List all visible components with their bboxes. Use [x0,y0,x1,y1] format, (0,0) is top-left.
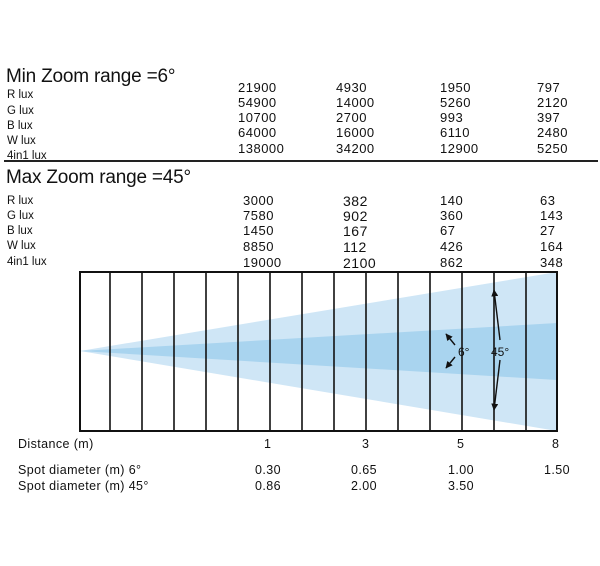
min-zoom-row-label: B lux [7,120,33,132]
min-zoom-value: 21900 [238,80,277,95]
spot45-value: 2.00 [351,479,377,493]
wide-angle-arrow-down [491,359,501,411]
min-zoom-value: 1950 [440,80,471,95]
min-zoom-value: 5260 [440,95,471,110]
min-zoom-row-label: G lux [7,105,34,117]
wide-angle-arrow-up [491,289,501,341]
max-zoom-value: 164 [540,239,564,254]
min-zoom-value: 2480 [537,125,568,140]
max-zoom-value: 348 [540,255,564,270]
distance-value: 3 [362,437,370,451]
min-zoom-row-label: W lux [7,135,36,147]
max-zoom-value: 140 [440,193,464,208]
min-zoom-value: 16000 [336,125,375,140]
distance-value: 8 [552,437,560,451]
narrow-beam-cone [80,323,557,380]
min-zoom-value: 34200 [336,141,375,156]
spot6-value: 0.65 [351,463,377,477]
max-zoom-value: 426 [440,239,464,254]
min-zoom-value: 2700 [336,110,367,125]
min-zoom-value: 64000 [238,125,277,140]
min-zoom-value: 14000 [336,95,375,110]
min-zoom-value: 797 [537,80,561,95]
max-zoom-value: 382 [343,193,368,209]
min-zoom-value: 4930 [336,80,367,95]
section-divider [4,160,598,162]
max-zoom-row-label: 4in1 lux [7,256,47,268]
min-zoom-value: 54900 [238,95,277,110]
max-zoom-value: 862 [440,255,464,270]
max-zoom-value: 19000 [243,255,282,270]
spot6-value: 1.50 [544,463,570,477]
max-zoom-value: 67 [440,223,456,238]
wide-angle-label: 45° [491,345,509,359]
spot45-label: Spot diameter (m) 45° [18,479,149,493]
narrow-angle-label: 6° [458,345,470,359]
distance-label: Distance (m) [18,437,94,451]
min-zoom-value: 993 [440,110,464,125]
spot6-label: Spot diameter (m) 6° [18,463,142,477]
spot45-value: 0.86 [255,479,281,493]
max-zoom-value: 360 [440,208,464,223]
max-zoom-value: 1450 [243,223,274,238]
spot45-value: 3.50 [448,479,474,493]
max-zoom-value: 167 [343,223,368,239]
spot6-value: 0.30 [255,463,281,477]
narrow-angle-arrow-up [445,333,456,346]
narrow-angle-arrow-down [445,356,456,369]
max-zoom-row-label: R lux [7,195,34,207]
max-zoom-value: 3000 [243,193,274,208]
min-zoom-value: 10700 [238,110,277,125]
max-zoom-title: Max Zoom range =45° [6,167,191,188]
min-zoom-value: 6110 [440,125,470,140]
min-zoom-value: 397 [537,110,561,125]
min-zoom-row-label: R lux [7,89,34,101]
max-zoom-value: 143 [540,208,564,223]
max-zoom-row-label: W lux [7,240,36,252]
min-zoom-title: Min Zoom range =6° [6,66,176,87]
min-zoom-value: 138000 [238,141,285,156]
max-zoom-value: 2100 [343,255,377,271]
min-zoom-value: 12900 [440,141,479,156]
max-zoom-value: 112 [343,239,367,255]
spot6-value: 1.00 [448,463,474,477]
distance-value: 5 [457,437,465,451]
max-zoom-row-label: G lux [7,210,34,222]
min-zoom-value: 2120 [537,95,568,110]
diagram-frame [79,271,558,432]
max-zoom-value: 7580 [243,208,274,223]
max-zoom-value: 902 [343,208,368,224]
max-zoom-value: 63 [540,193,556,208]
min-zoom-value: 5250 [537,141,568,156]
max-zoom-row-label: B lux [7,225,33,237]
distance-value: 1 [264,437,272,451]
min-zoom-row-label: 4in1 lux [7,150,47,162]
max-zoom-value: 8850 [243,239,274,254]
max-zoom-value: 27 [540,223,556,238]
